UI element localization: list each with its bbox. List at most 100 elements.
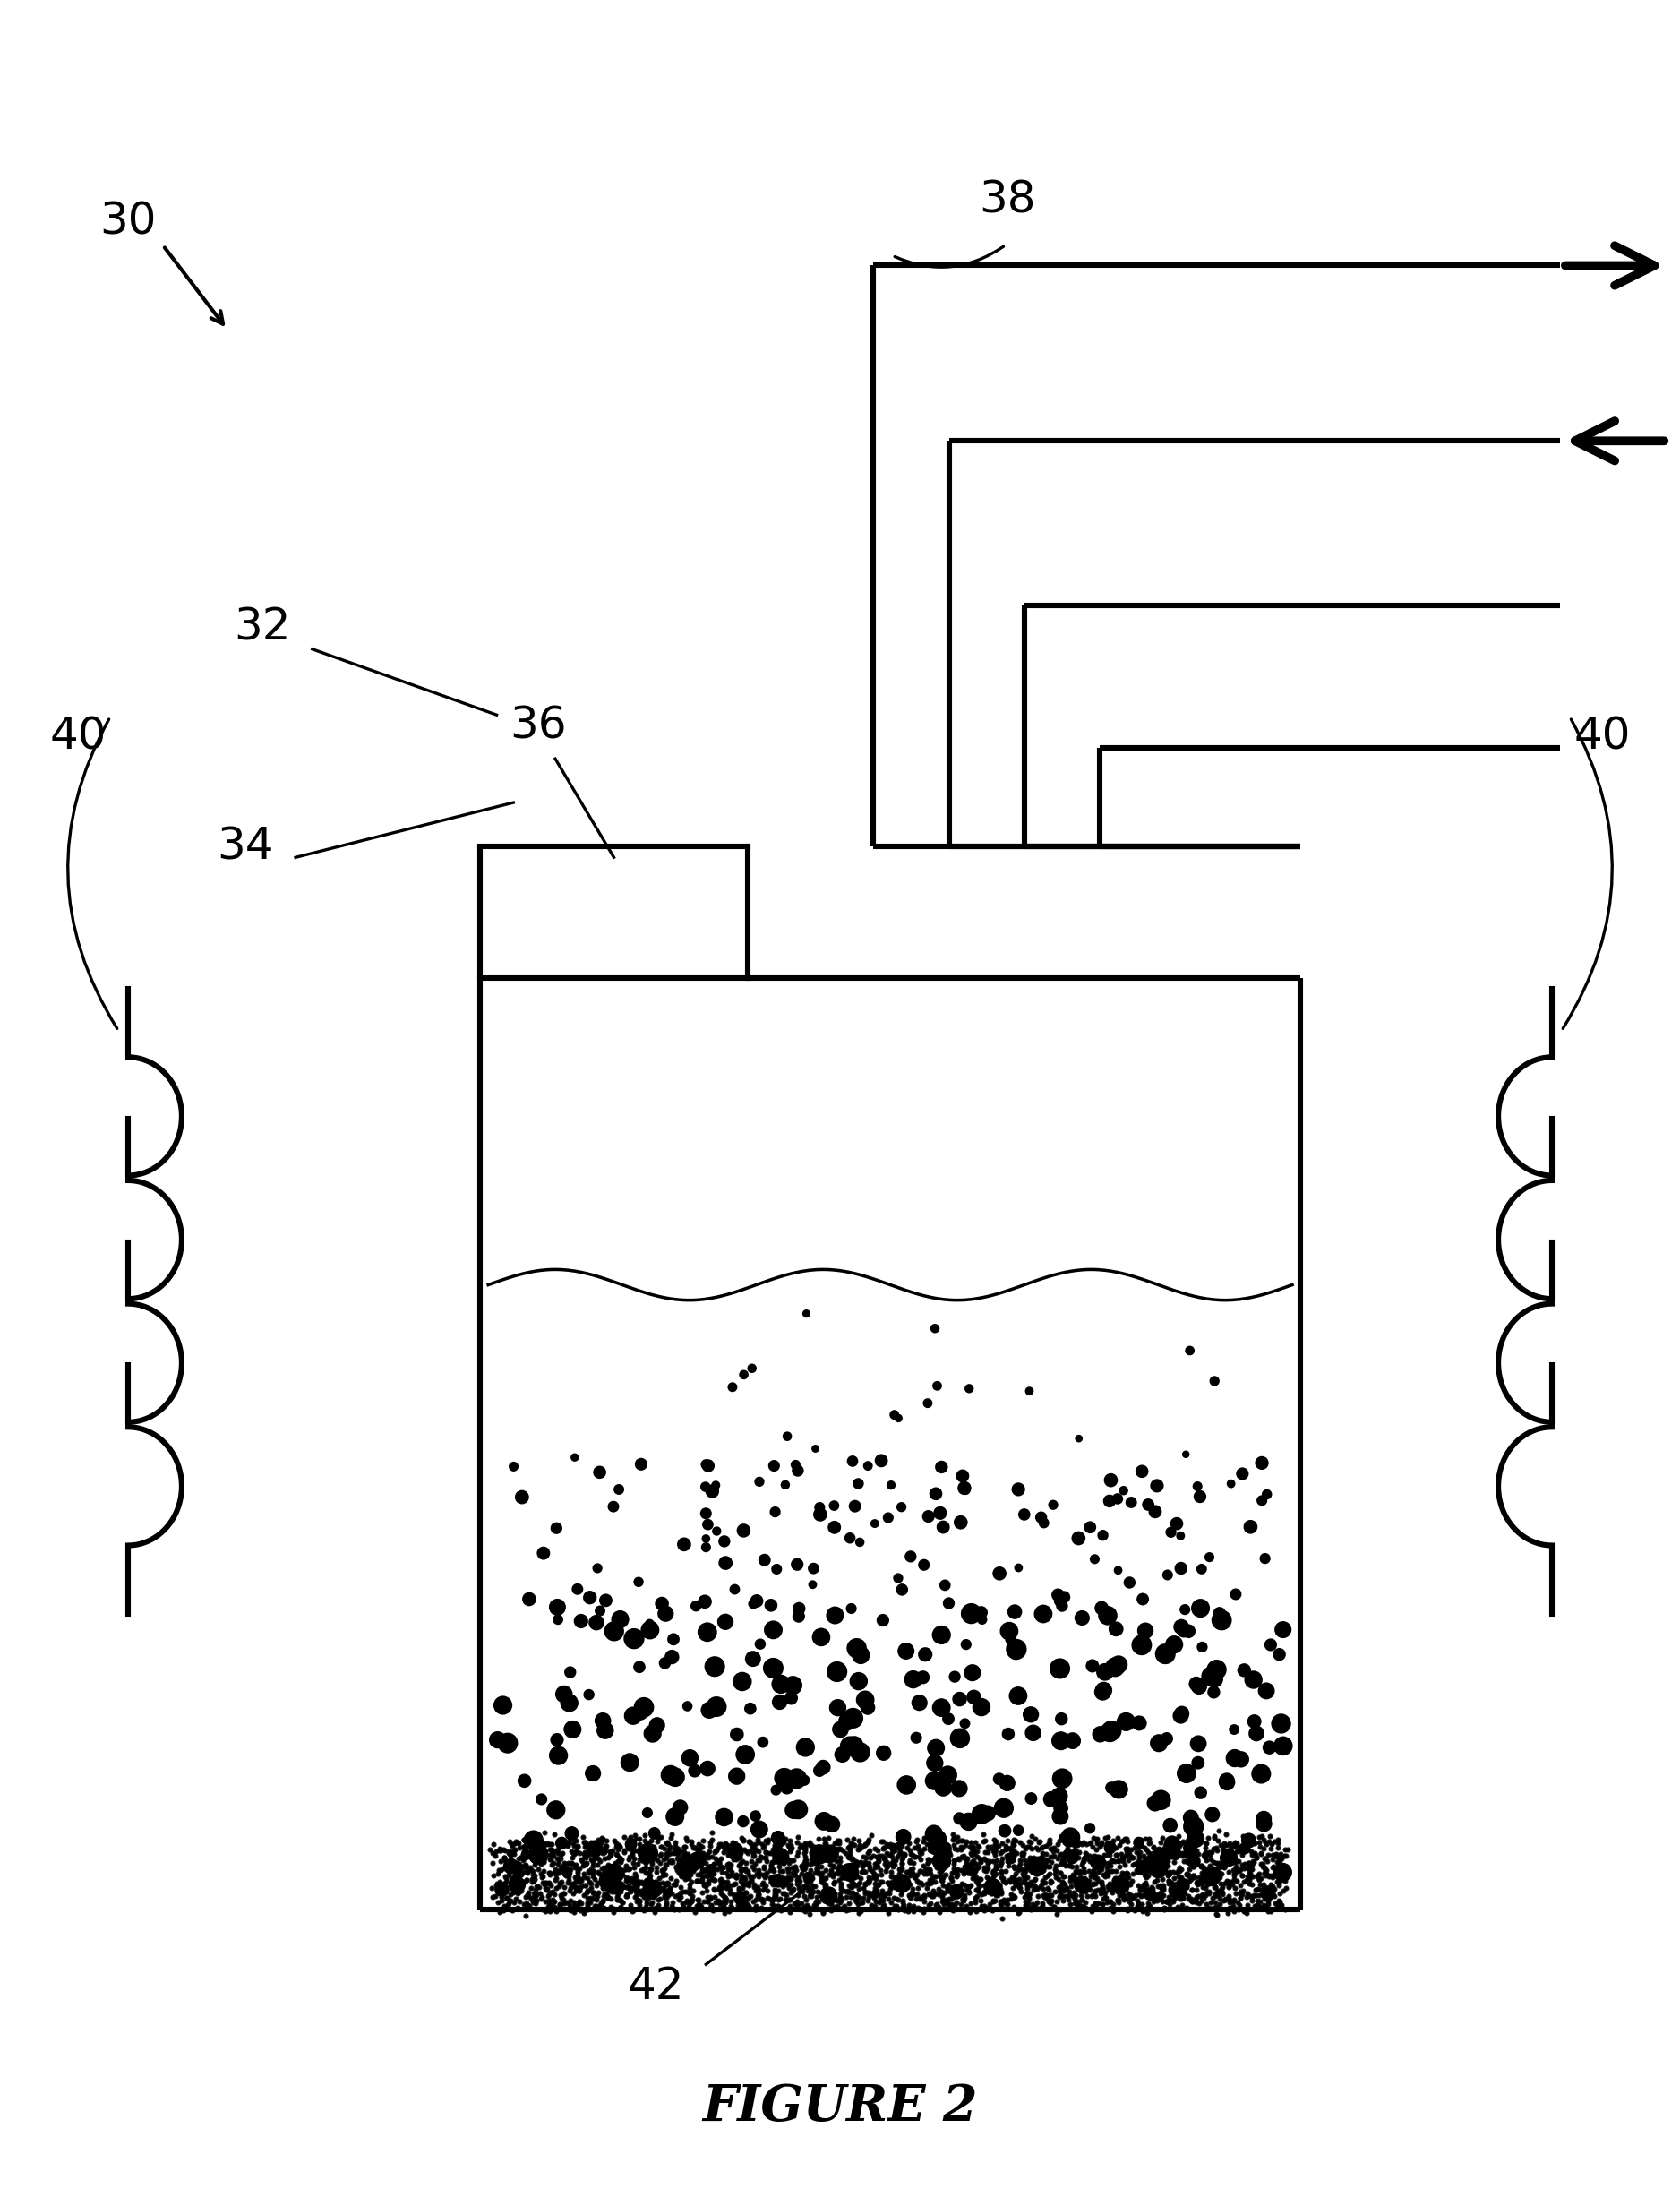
Point bbox=[951, 1470, 978, 1505]
Point bbox=[659, 1639, 685, 1674]
Point bbox=[1200, 1674, 1226, 1709]
Point bbox=[1154, 1558, 1181, 1593]
Point bbox=[699, 1474, 726, 1509]
Point bbox=[1003, 1635, 1030, 1670]
Point bbox=[1023, 1850, 1050, 1885]
Point bbox=[674, 1845, 701, 1881]
Point bbox=[504, 1867, 531, 1903]
Point bbox=[494, 1725, 521, 1760]
Point bbox=[620, 1698, 647, 1733]
Point bbox=[1077, 1509, 1104, 1544]
Point bbox=[721, 1834, 748, 1870]
Point bbox=[543, 1512, 570, 1547]
Point bbox=[1085, 1845, 1112, 1881]
Point bbox=[1117, 1485, 1144, 1520]
Point bbox=[711, 1799, 738, 1834]
Point bbox=[601, 1613, 628, 1648]
Point bbox=[1201, 1661, 1228, 1696]
Point bbox=[1250, 1806, 1277, 1841]
Point bbox=[1257, 1729, 1284, 1764]
Point bbox=[692, 1448, 719, 1483]
Point bbox=[941, 1659, 968, 1694]
Point bbox=[1105, 1648, 1132, 1683]
Point bbox=[630, 1689, 657, 1725]
Point bbox=[1196, 1540, 1223, 1575]
Point bbox=[556, 1654, 583, 1689]
Point bbox=[1179, 1808, 1206, 1843]
Point bbox=[1089, 1518, 1116, 1553]
Text: 42: 42 bbox=[627, 1964, 684, 2008]
Point bbox=[953, 1628, 979, 1663]
Point bbox=[1248, 1483, 1275, 1518]
Point bbox=[1102, 1650, 1129, 1685]
Text: 34: 34 bbox=[217, 824, 274, 868]
Point bbox=[544, 1738, 571, 1773]
Point bbox=[1221, 1740, 1248, 1775]
Point bbox=[746, 1463, 773, 1498]
Point bbox=[761, 1448, 788, 1483]
Point bbox=[1257, 1628, 1284, 1663]
Point bbox=[761, 1494, 788, 1529]
Point bbox=[544, 1591, 571, 1626]
Point bbox=[1097, 1463, 1124, 1498]
Point bbox=[1176, 1830, 1203, 1865]
Point bbox=[684, 1843, 711, 1878]
Point bbox=[1173, 1437, 1200, 1472]
Point bbox=[927, 1496, 954, 1531]
Point bbox=[1252, 1540, 1278, 1575]
Point bbox=[1110, 1472, 1137, 1507]
Point bbox=[682, 1753, 709, 1788]
Point bbox=[949, 1459, 976, 1494]
Point bbox=[1097, 1830, 1124, 1865]
Point bbox=[749, 1725, 776, 1760]
Point bbox=[662, 1799, 689, 1834]
Point bbox=[657, 1758, 684, 1793]
Point bbox=[743, 1584, 769, 1619]
Point bbox=[1068, 1599, 1095, 1635]
Point bbox=[1198, 1659, 1225, 1694]
Point bbox=[847, 1736, 874, 1771]
Text: 32: 32 bbox=[234, 606, 291, 648]
Point bbox=[1126, 1826, 1152, 1861]
Point bbox=[783, 1448, 810, 1483]
Point bbox=[660, 1621, 687, 1657]
Text: 36: 36 bbox=[511, 705, 566, 747]
Point bbox=[674, 1689, 701, 1725]
Point bbox=[739, 1351, 766, 1386]
Point bbox=[996, 1841, 1023, 1876]
Point bbox=[936, 1586, 963, 1621]
Point bbox=[1094, 1597, 1121, 1632]
Point bbox=[586, 1454, 613, 1490]
Point bbox=[627, 1696, 654, 1731]
Point bbox=[694, 1507, 721, 1542]
Point bbox=[1099, 1714, 1126, 1749]
Point bbox=[806, 1490, 833, 1525]
Point bbox=[956, 1804, 983, 1839]
Point bbox=[635, 1837, 662, 1872]
Point bbox=[1158, 1808, 1184, 1843]
Point bbox=[780, 1668, 806, 1703]
Point bbox=[712, 1604, 739, 1639]
Point bbox=[645, 1872, 672, 1907]
Point bbox=[889, 1865, 916, 1900]
Point bbox=[795, 1861, 822, 1896]
Point bbox=[1231, 1830, 1258, 1865]
Point bbox=[1253, 1674, 1280, 1709]
Point bbox=[529, 1536, 556, 1571]
Point bbox=[1242, 1705, 1268, 1740]
Point bbox=[1018, 1696, 1045, 1731]
Point bbox=[763, 1613, 790, 1648]
Point bbox=[692, 1496, 719, 1531]
Point bbox=[627, 1650, 654, 1685]
Point bbox=[662, 1760, 689, 1795]
Point bbox=[921, 1744, 948, 1780]
Point bbox=[785, 1547, 811, 1582]
Point bbox=[642, 1815, 669, 1850]
Point bbox=[1105, 1771, 1132, 1806]
Point bbox=[1144, 1468, 1171, 1503]
Point bbox=[924, 1828, 951, 1863]
Point bbox=[1005, 1679, 1032, 1714]
Point bbox=[968, 1595, 995, 1630]
Point bbox=[1161, 1628, 1188, 1663]
Point bbox=[667, 1791, 694, 1826]
